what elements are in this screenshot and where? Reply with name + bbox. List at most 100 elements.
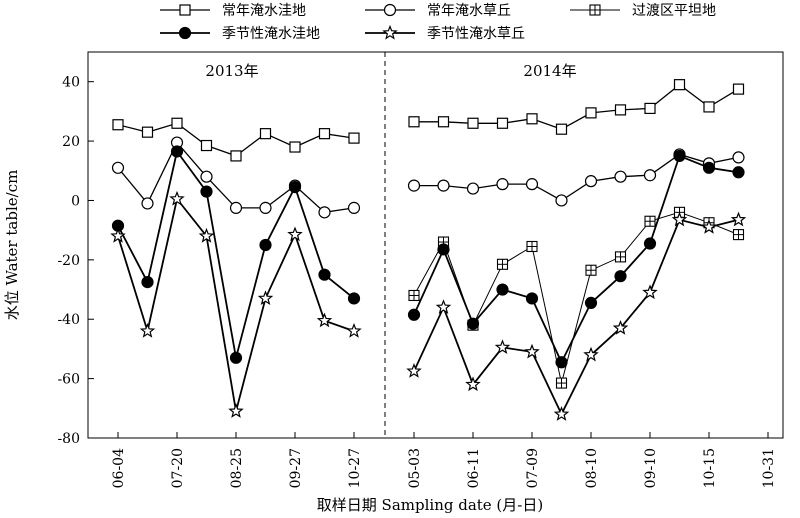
legend-item: 常年淹水草丘 bbox=[365, 3, 511, 19]
axes bbox=[87, 51, 784, 439]
data-point bbox=[526, 240, 538, 253]
data-point bbox=[200, 170, 213, 183]
data-point bbox=[139, 322, 156, 338]
data-point bbox=[496, 258, 509, 270]
y-axis-title: 水位 Water table/cm bbox=[3, 170, 21, 321]
data-point bbox=[553, 406, 570, 421]
data-point bbox=[525, 178, 539, 191]
data-point bbox=[465, 376, 481, 392]
legend-label: 季节性淹水草丘 bbox=[427, 26, 525, 42]
data-point bbox=[141, 126, 154, 138]
x-tick-label: 08-25 bbox=[229, 448, 245, 488]
x-tick-label: 10-27 bbox=[347, 448, 363, 488]
data-point bbox=[467, 117, 479, 129]
data-point bbox=[289, 141, 301, 153]
data-point bbox=[466, 317, 480, 330]
series-square bbox=[408, 79, 745, 135]
series-circle bbox=[111, 136, 361, 219]
legend-label: 过渡区平坦地 bbox=[632, 3, 716, 19]
y-tick-label: -20 bbox=[57, 253, 80, 269]
x-tick-label: 09-10 bbox=[643, 448, 659, 488]
data-point bbox=[318, 268, 331, 281]
x-tick-label: 10-31 bbox=[761, 448, 777, 488]
x-tick-label: 07-20 bbox=[170, 448, 186, 488]
data-point bbox=[346, 322, 362, 338]
legend-marker bbox=[179, 4, 191, 16]
data-point bbox=[259, 128, 272, 140]
data-point bbox=[584, 296, 598, 309]
data-point bbox=[732, 229, 745, 241]
y-tick-label: 0 bbox=[71, 193, 80, 209]
data-point bbox=[555, 194, 568, 207]
legend-item: 季节性淹水洼地 bbox=[160, 26, 320, 42]
data-point bbox=[585, 107, 597, 119]
data-point bbox=[701, 219, 717, 234]
data-point bbox=[643, 169, 657, 182]
y-tick-label: -40 bbox=[57, 312, 80, 328]
series-star bbox=[110, 190, 362, 418]
data-point bbox=[408, 116, 420, 128]
series-star bbox=[406, 211, 747, 421]
plot-frame bbox=[87, 51, 784, 439]
series-line bbox=[413, 218, 739, 417]
data-point bbox=[584, 175, 598, 188]
data-point bbox=[526, 113, 538, 125]
data-point bbox=[110, 227, 126, 243]
data-point bbox=[555, 356, 568, 369]
data-point bbox=[614, 170, 627, 183]
data-point bbox=[555, 377, 568, 389]
series-line bbox=[117, 149, 355, 359]
series-line bbox=[414, 153, 739, 202]
data-point bbox=[257, 290, 274, 306]
y-axis: -80 -60 -40 -20 0 20 40 bbox=[57, 75, 94, 447]
y-tick-label: -60 bbox=[57, 372, 80, 388]
data-point bbox=[555, 123, 568, 135]
y-tick-label: 20 bbox=[62, 134, 80, 150]
data-point bbox=[169, 190, 185, 206]
legend-label: 季节性淹水洼地 bbox=[222, 26, 320, 42]
legend-marker bbox=[383, 3, 397, 17]
panel-label: 2013年 bbox=[205, 62, 258, 80]
series-circle bbox=[407, 148, 745, 207]
data-point bbox=[671, 211, 688, 227]
data-point bbox=[496, 117, 509, 129]
data-point bbox=[318, 128, 331, 140]
series-filled-circle bbox=[407, 149, 745, 369]
series-line bbox=[414, 83, 739, 130]
data-point bbox=[112, 119, 124, 131]
data-point bbox=[171, 117, 183, 129]
x-tick-label: 10-15 bbox=[702, 448, 718, 488]
data-point bbox=[347, 292, 361, 305]
legend-item: 季节性淹水草丘 bbox=[365, 24, 525, 42]
data-point bbox=[437, 116, 450, 128]
data-point bbox=[702, 161, 716, 174]
data-point bbox=[228, 403, 244, 418]
x-tick-label: 08-10 bbox=[584, 448, 600, 488]
data-point bbox=[525, 292, 539, 305]
data-point bbox=[643, 237, 657, 250]
series-square-cross bbox=[408, 206, 745, 389]
data-point bbox=[496, 283, 509, 296]
x-tick-label: 06-11 bbox=[466, 448, 482, 488]
data-point bbox=[583, 346, 599, 362]
panel-labels: 2013年 2014年 bbox=[205, 62, 576, 80]
panel-label: 2014年 bbox=[523, 62, 576, 80]
data-point bbox=[348, 132, 360, 144]
series-line bbox=[413, 154, 739, 365]
series-filled-circle bbox=[111, 145, 361, 364]
x-tick-label: 07-09 bbox=[525, 448, 541, 488]
data-point bbox=[437, 243, 450, 256]
data-point bbox=[644, 102, 656, 115]
x-tick-label: 06-04 bbox=[111, 448, 127, 488]
data-point bbox=[612, 319, 629, 335]
data-point bbox=[347, 201, 361, 214]
data-point bbox=[288, 181, 302, 194]
data-point bbox=[703, 101, 715, 113]
data-point bbox=[200, 185, 213, 198]
data-point bbox=[406, 363, 422, 378]
data-point bbox=[494, 339, 511, 355]
data-point bbox=[259, 238, 272, 252]
data-point bbox=[614, 270, 627, 283]
data-point bbox=[732, 166, 745, 179]
